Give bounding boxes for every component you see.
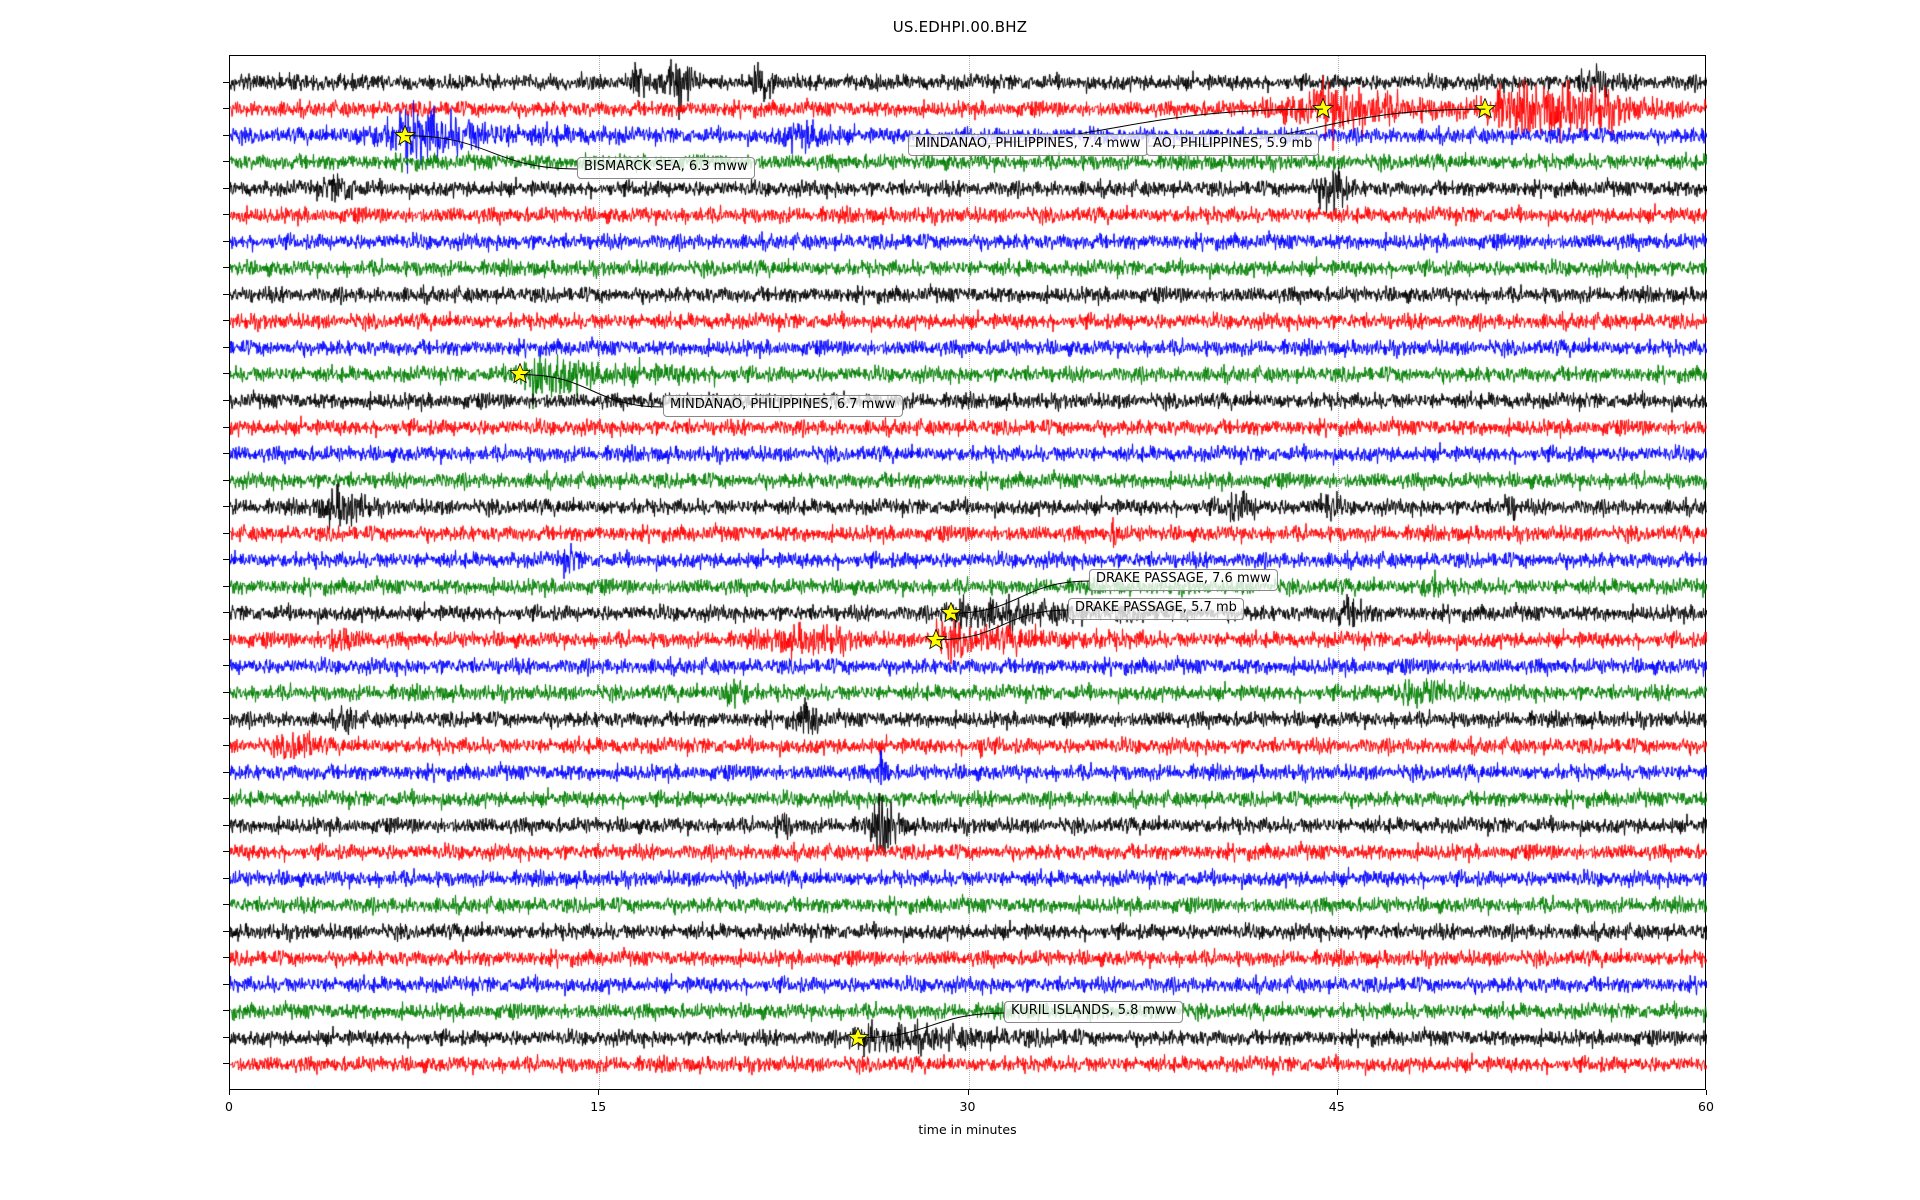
y-tick-mark [223, 851, 229, 853]
event-annotation-box[interactable]: AO, PHILIPPINES, 5.9 mb [1146, 134, 1320, 156]
x-axis-label: time in minutes [918, 1122, 1017, 1137]
event-annotation-box[interactable]: DRAKE PASSAGE, 5.7 mb [1068, 598, 1244, 620]
event-annotation-box[interactable]: MINDANAO, PHILIPPINES, 6.7 mww [663, 395, 903, 417]
y-tick-mark [223, 267, 229, 269]
waveform-traces [230, 56, 1707, 1091]
y-tick-mark [223, 559, 229, 561]
event-annotation-label: DRAKE PASSAGE, 7.6 mww [1096, 571, 1271, 586]
event-annotation-label: MINDANAO, PHILIPPINES, 6.7 mww [670, 397, 896, 412]
x-tick-mark [967, 1090, 969, 1095]
event-annotation-box[interactable]: MINDANAO, PHILIPPINES, 7.4 mww [908, 134, 1148, 156]
x-tick-mark [598, 1090, 600, 1095]
page-title: US.EDHPI.00.BHZ [892, 18, 1028, 36]
y-tick-mark [223, 506, 229, 508]
y-tick-mark [223, 638, 229, 640]
event-annotation-label: MINDANAO, PHILIPPINES, 7.4 mww [915, 136, 1141, 151]
y-tick-mark [223, 293, 229, 295]
event-annotation-box[interactable]: DRAKE PASSAGE, 7.6 mww [1089, 569, 1278, 591]
x-tick-label: 30 [959, 1099, 976, 1114]
y-tick-mark [223, 161, 229, 163]
event-annotation-label: BISMARCK SEA, 6.3 mww [584, 159, 748, 174]
x-tick-label: 0 [225, 1099, 233, 1114]
y-tick-mark [223, 612, 229, 614]
event-annotation-label: AO, PHILIPPINES, 5.9 mb [1153, 136, 1313, 151]
plot-axes [229, 55, 1707, 1091]
y-tick-mark [223, 187, 229, 189]
y-tick-mark [223, 1036, 229, 1038]
y-tick-mark [223, 479, 229, 481]
event-annotation-box[interactable]: BISMARCK SEA, 6.3 mww [577, 157, 755, 179]
x-tick-label: 45 [1328, 1099, 1345, 1114]
y-tick-mark [223, 665, 229, 667]
y-tick-mark [223, 346, 229, 348]
y-tick-mark [223, 957, 229, 959]
y-tick-mark [223, 108, 229, 110]
x-tick-mark [229, 1090, 230, 1095]
y-tick-mark [223, 453, 229, 455]
y-tick-mark [223, 930, 229, 932]
event-annotation-label: KURIL ISLANDS, 5.8 mww [1011, 1003, 1177, 1018]
y-tick-mark [223, 532, 229, 534]
y-tick-mark [223, 691, 229, 693]
y-tick-mark [223, 426, 229, 428]
y-tick-mark [223, 585, 229, 587]
y-tick-mark [223, 214, 229, 216]
y-tick-mark [223, 373, 229, 375]
y-tick-mark [223, 745, 229, 746]
x-tick-mark [1706, 1090, 1707, 1095]
y-tick-mark [223, 983, 229, 985]
y-tick-mark [223, 1010, 229, 1012]
y-tick-mark [223, 320, 229, 322]
x-tick-label: 15 [590, 1099, 607, 1114]
y-tick-mark [223, 771, 229, 773]
y-tick-mark [223, 904, 229, 906]
y-tick-mark [223, 240, 229, 242]
y-tick-mark [223, 877, 229, 879]
y-tick-mark [223, 1063, 229, 1065]
y-tick-mark [223, 81, 229, 83]
x-tick-label: 60 [1698, 1099, 1714, 1114]
event-annotation-label: DRAKE PASSAGE, 5.7 mb [1075, 600, 1237, 615]
y-tick-mark [223, 134, 229, 136]
x-tick-mark [1336, 1090, 1338, 1095]
y-tick-mark [223, 400, 229, 401]
event-annotation-box[interactable]: KURIL ISLANDS, 5.8 mww [1004, 1001, 1184, 1023]
y-tick-mark [223, 824, 229, 826]
y-tick-mark [223, 798, 229, 800]
y-tick-mark [223, 718, 229, 720]
